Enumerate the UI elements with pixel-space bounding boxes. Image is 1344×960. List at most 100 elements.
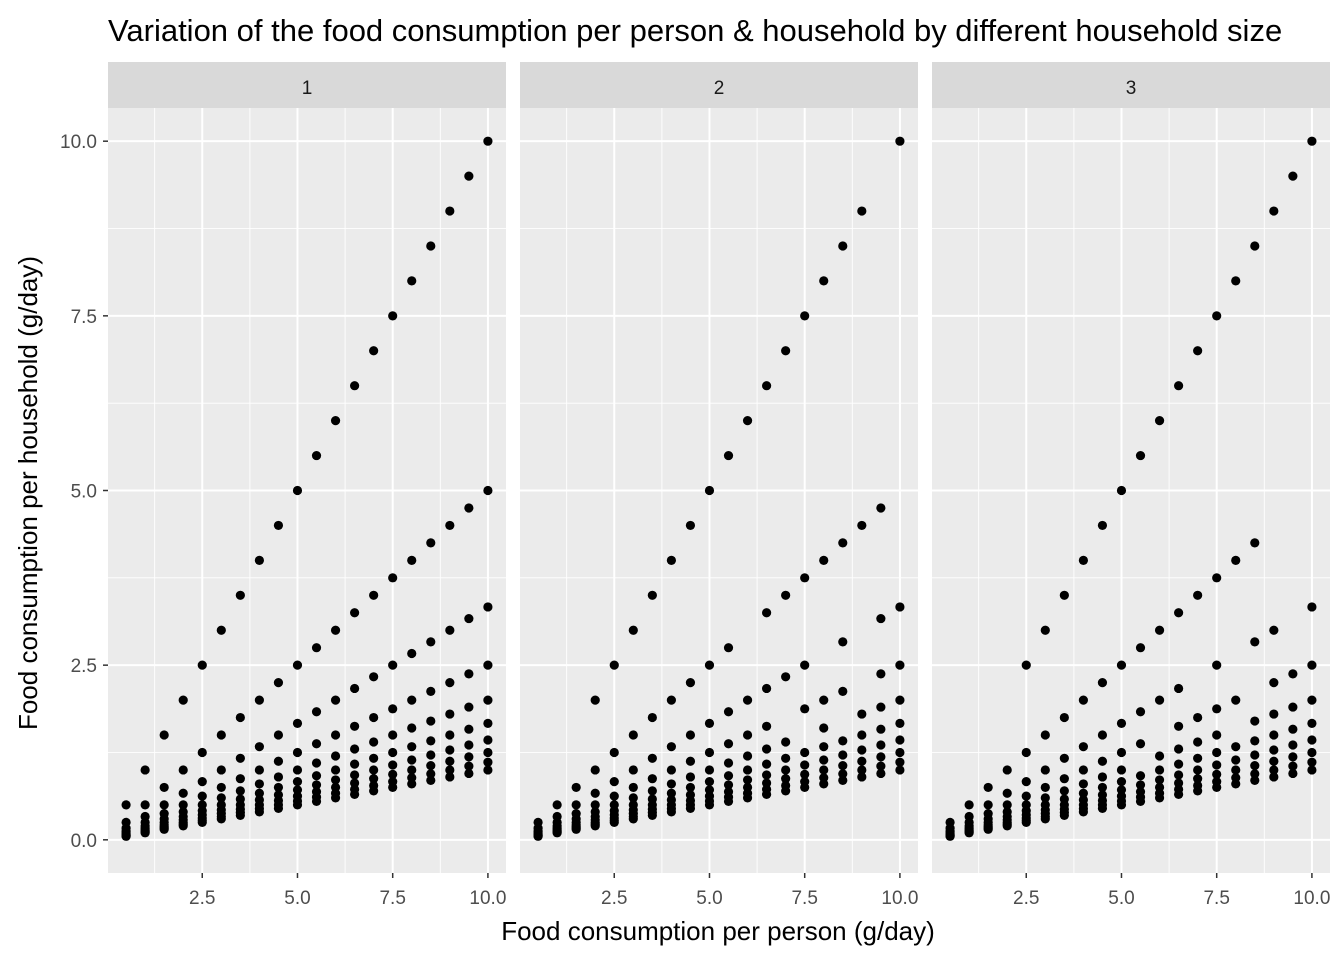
data-point <box>1307 695 1317 705</box>
data-point <box>609 660 619 670</box>
data-point <box>1212 660 1222 670</box>
data-point <box>426 637 436 647</box>
data-point <box>197 776 207 787</box>
data-point <box>1059 786 1069 796</box>
data-point <box>1097 772 1108 782</box>
data-point <box>609 747 619 758</box>
data-point <box>762 744 772 754</box>
data-point <box>1250 760 1260 771</box>
data-point <box>426 538 436 548</box>
data-point <box>388 573 398 583</box>
data-point <box>178 765 188 775</box>
data-point <box>895 695 905 705</box>
data-point <box>723 707 734 717</box>
data-point <box>1193 765 1203 775</box>
data-point <box>369 774 379 784</box>
data-point <box>964 828 974 838</box>
data-point <box>1078 788 1088 798</box>
data-point <box>819 765 829 775</box>
data-point <box>1135 771 1146 781</box>
data-point <box>781 786 791 796</box>
data-point <box>685 730 696 740</box>
data-point <box>1307 660 1317 670</box>
data-point <box>590 695 600 705</box>
data-point <box>1154 775 1165 785</box>
data-point <box>1040 814 1050 824</box>
data-point <box>1002 765 1012 775</box>
facet-strip <box>932 62 1330 108</box>
data-point <box>1021 660 1031 670</box>
data-point <box>1269 745 1279 755</box>
data-point <box>1212 760 1222 770</box>
data-point <box>426 241 436 251</box>
data-point <box>1174 381 1184 391</box>
data-point <box>666 779 676 789</box>
x-tick-label: 7.5 <box>379 888 405 909</box>
data-point <box>273 678 284 688</box>
data-point <box>216 765 226 775</box>
data-point <box>1212 704 1222 714</box>
data-point <box>311 739 322 749</box>
data-point <box>1116 660 1127 670</box>
data-point <box>1040 793 1050 803</box>
data-point <box>838 637 848 647</box>
data-point <box>445 709 455 719</box>
data-point <box>857 730 867 740</box>
data-point <box>483 695 493 705</box>
chart-title: Variation of the food consumption per pe… <box>108 13 1282 48</box>
data-point <box>235 774 245 784</box>
data-point <box>407 648 417 659</box>
data-point <box>1193 753 1203 763</box>
data-point <box>483 765 493 775</box>
data-point <box>1174 721 1184 731</box>
data-point <box>876 740 886 750</box>
facet-strip <box>108 62 506 108</box>
data-point <box>1174 770 1184 780</box>
data-point <box>838 538 848 548</box>
facet-strip-label: 1 <box>302 78 313 99</box>
data-point <box>876 613 886 624</box>
data-point <box>216 814 226 824</box>
data-point <box>1040 782 1050 793</box>
data-point <box>552 800 562 810</box>
data-point <box>1021 791 1031 801</box>
data-point <box>1212 747 1222 758</box>
data-point <box>571 824 581 834</box>
data-point <box>1116 765 1127 775</box>
data-point <box>1231 555 1241 565</box>
data-point <box>800 311 810 321</box>
data-point <box>742 730 753 740</box>
data-point <box>1250 637 1260 647</box>
data-point <box>704 800 715 810</box>
data-point <box>178 800 188 810</box>
data-point <box>838 769 848 779</box>
data-point <box>800 573 810 583</box>
data-point <box>407 779 417 789</box>
data-point <box>666 765 676 775</box>
data-point <box>369 753 379 763</box>
data-point <box>1269 678 1279 688</box>
data-point <box>647 810 657 820</box>
data-point <box>742 775 753 785</box>
data-point <box>1288 752 1298 762</box>
data-point <box>350 789 360 800</box>
data-point <box>590 821 600 831</box>
data-point <box>254 779 264 789</box>
data-point <box>1231 765 1241 775</box>
data-point <box>895 747 905 758</box>
data-point <box>350 683 360 694</box>
data-point <box>685 678 696 688</box>
data-point <box>235 810 245 820</box>
data-point <box>159 800 169 810</box>
data-point <box>388 730 398 740</box>
data-point <box>388 747 398 758</box>
data-point <box>330 625 341 635</box>
x-tick-label: 2.5 <box>189 888 215 909</box>
data-point <box>762 770 772 780</box>
data-point <box>762 778 772 788</box>
data-point <box>235 753 245 763</box>
facet-panels: 1 2.5 5.0 7.5 10.0 2 2.5 5.0 7.5 10.0 3 2.5 5.0 7.5 10… <box>108 62 1330 909</box>
facet-strip <box>520 62 918 108</box>
data-point <box>1307 765 1317 775</box>
data-point <box>609 791 619 801</box>
